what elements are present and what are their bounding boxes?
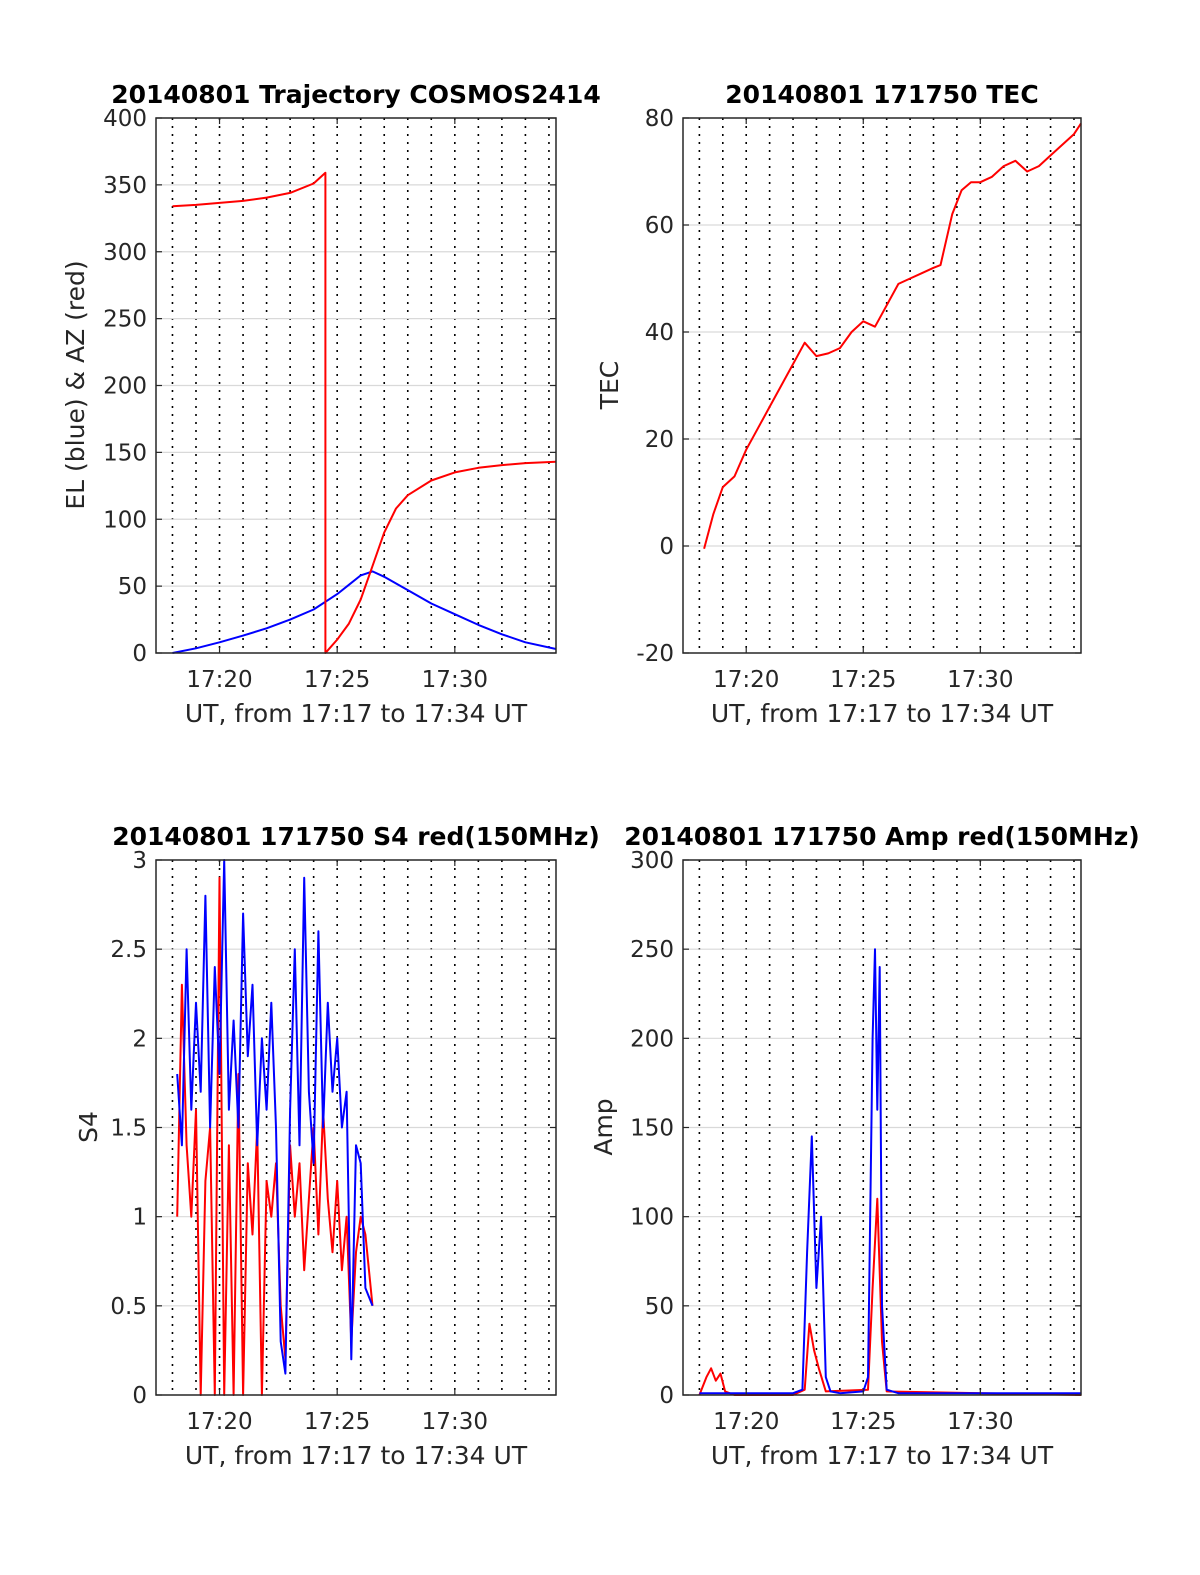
y-tick-label: 300	[103, 240, 147, 266]
y-tick-label: 40	[645, 320, 674, 346]
y-tick-label: 150	[103, 440, 147, 466]
y-tick-label: 100	[630, 1205, 674, 1231]
chart-title: 20140801 171750 TEC	[725, 80, 1038, 109]
y-tick-label: 1	[132, 1205, 147, 1231]
x-tick-label: 17:20	[713, 1409, 779, 1435]
axes-box	[682, 117, 1082, 654]
y-tick-label: 200	[103, 374, 147, 400]
x-tick-label: 17:30	[422, 1409, 488, 1435]
y-axis-label: EL (blue) & AZ (red)	[61, 260, 90, 509]
series-line	[176, 859, 374, 1375]
y-tick-label: 200	[630, 1026, 674, 1052]
y-axis-label: S4	[74, 1111, 103, 1143]
x-tick-label: 17:20	[186, 1409, 252, 1435]
y-tick-label: 2.5	[110, 937, 147, 963]
y-tick-label: 400	[103, 106, 147, 132]
grid	[156, 118, 556, 653]
x-axis-label: UT, from 17:17 to 17:34 UT	[711, 1441, 1054, 1470]
y-tick-label: 250	[630, 937, 674, 963]
x-axis-label: UT, from 17:17 to 17:34 UT	[711, 699, 1054, 728]
x-tick-label: 17:25	[304, 667, 370, 693]
plot-area	[172, 171, 557, 654]
y-tick-label: 0.5	[110, 1294, 147, 1320]
y-tick-label: 0	[132, 641, 147, 667]
tec-panel: 20140801 171750 TEC -20 0 20 40 60 80 17:20 17:…	[595, 80, 1082, 728]
x-tick-label: 17:25	[830, 667, 896, 693]
series-line	[172, 570, 557, 654]
x-tick-label: 17:20	[186, 667, 252, 693]
series-line	[176, 876, 374, 1396]
x-tick-label: 17:25	[830, 1409, 896, 1435]
grid	[683, 860, 1081, 1395]
y-tick-label: 250	[103, 307, 147, 333]
chart-title: 20140801 171750 Amp red(150MHz)	[624, 822, 1140, 851]
y-tick-label: 60	[645, 213, 674, 239]
x-axis-label: UT, from 17:17 to 17:34 UT	[185, 1441, 528, 1470]
y-axis-label: Amp	[589, 1098, 618, 1155]
y-tick-label: 20	[645, 427, 674, 453]
y-tick-label: -20	[636, 641, 674, 667]
grid	[683, 118, 1081, 653]
plot-area	[176, 859, 374, 1396]
y-tick-label: 150	[630, 1116, 674, 1142]
plot-area	[703, 122, 1082, 549]
x-axis-label: UT, from 17:17 to 17:34 UT	[185, 699, 528, 728]
y-tick-label: 100	[103, 507, 147, 533]
y-tick-label: 3	[132, 848, 147, 874]
axis-ticks: -20 0 20 40 60 80 17:20 17:25 17:30	[636, 106, 1081, 693]
y-tick-label: 50	[118, 574, 147, 600]
y-tick-label: 2	[132, 1026, 147, 1052]
series-line	[172, 171, 557, 654]
y-tick-label: 0	[132, 1383, 147, 1409]
y-tick-label: 80	[645, 106, 674, 132]
x-tick-label: 17:30	[947, 1409, 1013, 1435]
plot-area	[698, 948, 1082, 1396]
chart-title: 20140801 Trajectory COSMOS2414	[111, 80, 601, 109]
series-line	[699, 948, 1081, 1395]
y-tick-label: 50	[645, 1294, 674, 1320]
y-tick-label: 300	[630, 848, 674, 874]
x-tick-label: 17:20	[713, 667, 779, 693]
axis-ticks: 0 50 100 150 200 250 300 350 400 17:20 17:25 17:30	[103, 106, 556, 693]
y-tick-label: 350	[103, 173, 147, 199]
s4-panel: 20140801 171750 S4 red(150MHz) 0 0.5 1 1.5 2…	[74, 822, 600, 1470]
x-tick-label: 17:25	[304, 1409, 370, 1435]
axis-ticks: 0 0.5 1 1.5 2 2.5 3 17:20 17:25 17:30	[110, 848, 556, 1435]
series-line	[698, 1197, 1082, 1396]
chart-title: 20140801 171750 S4 red(150MHz)	[112, 822, 600, 851]
amp-panel: 20140801 171750 Amp red(150MHz) 0 50 100 15…	[589, 822, 1140, 1470]
y-tick-label: 0	[659, 1383, 674, 1409]
y-tick-label: 0	[659, 534, 674, 560]
y-axis-label: TEC	[595, 361, 624, 411]
trajectory-panel: 20140801 Trajectory COSMOS2414 0 50 100 150…	[61, 80, 601, 728]
axis-ticks: 0 50 100 150 200 250 300 17:20 17:25 17:30	[630, 848, 1081, 1435]
series-line	[703, 122, 1082, 549]
y-tick-label: 1.5	[110, 1116, 147, 1142]
x-tick-label: 17:30	[947, 667, 1013, 693]
x-tick-label: 17:30	[422, 667, 488, 693]
